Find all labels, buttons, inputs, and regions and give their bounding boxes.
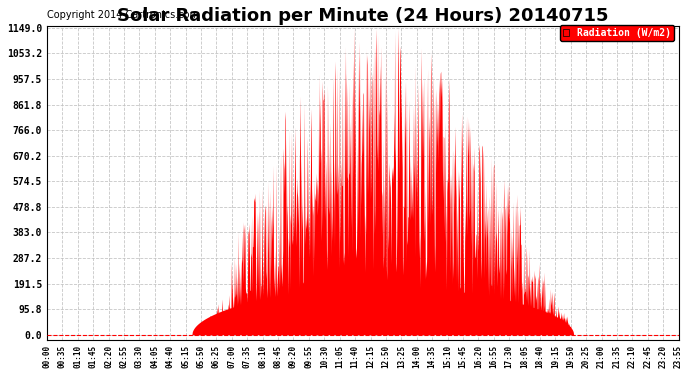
Title: Solar Radiation per Minute (24 Hours) 20140715: Solar Radiation per Minute (24 Hours) 20… (117, 7, 609, 25)
Legend: Radiation (W/m2): Radiation (W/m2) (560, 25, 673, 41)
Text: Copyright 2014 Cartronics.com: Copyright 2014 Cartronics.com (47, 10, 199, 20)
